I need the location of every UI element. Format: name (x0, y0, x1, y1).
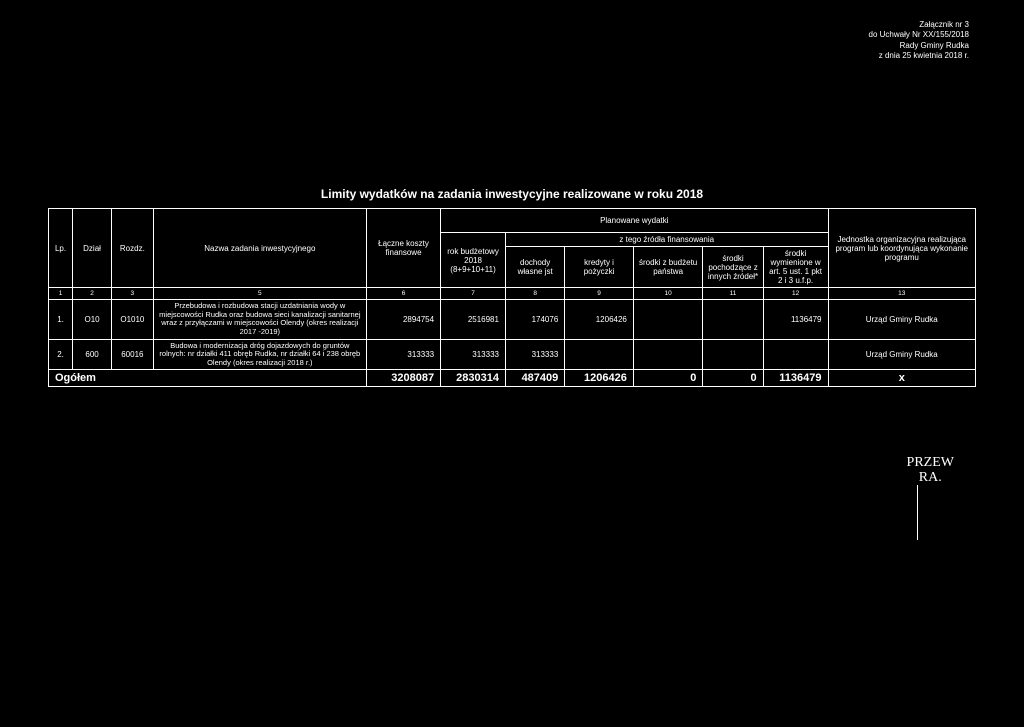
idx-8: 8 (505, 288, 564, 300)
cell-rok: 313333 (441, 339, 506, 370)
hdr-kredyty: kredyty i pożyczki (565, 247, 634, 288)
table-row: 2. 600 60016 Budowa i modernizacja dróg … (49, 339, 976, 370)
total-rok: 2830314 (441, 370, 506, 387)
hdr-srodki-innych: środki pochodzące z innych źródeł* (703, 247, 763, 288)
annex-line-1: Załącznik nr 3 (869, 20, 970, 30)
idx-12: 12 (763, 288, 828, 300)
total-dochody: 487409 (505, 370, 564, 387)
total-laczne: 3208087 (366, 370, 440, 387)
cell-laczne: 2894754 (366, 300, 440, 340)
hdr-jednostka: Jednostka organizacyjna realizująca prog… (828, 209, 975, 288)
table-row: 1. O10 O1010 Przebudowa i rozbudowa stac… (49, 300, 976, 340)
hdr-laczne: Łączne koszty finansowe (366, 209, 440, 288)
cell-si (703, 300, 763, 340)
total-si: 0 (703, 370, 763, 387)
signature-block: PRZEW RA. (907, 455, 954, 486)
total-sw: 1136479 (763, 370, 828, 387)
cell-jo: Urząd Gminy Rudka (828, 300, 975, 340)
cell-dzial: O10 (73, 300, 112, 340)
cell-rok: 2516981 (441, 300, 506, 340)
idx-13: 13 (828, 288, 975, 300)
annex-line-3: Rady Gminy Rudka (869, 41, 970, 51)
cell-kredyty: 1206426 (565, 300, 634, 340)
hdr-dochody: dochody własne jst (505, 247, 564, 288)
total-row: Ogółem 3208087 2830314 487409 1206426 0 … (49, 370, 976, 387)
total-kredyty: 1206426 (565, 370, 634, 387)
cell-si (703, 339, 763, 370)
hdr-rok: rok budżetowy 2018 (8+9+10+11) (441, 233, 506, 288)
hdr-planowane: Planowane wydatki (441, 209, 828, 233)
hdr-srodki-wym: środki wymienione w art. 5 ust. 1 pkt 2 … (763, 247, 828, 288)
cell-dochody: 174076 (505, 300, 564, 340)
cell-sb (633, 339, 703, 370)
idx-7: 7 (441, 288, 506, 300)
limits-table-wrap: Lp. Dział Rozdz. Nazwa zadania inwestycy… (48, 208, 976, 387)
idx-9: 9 (565, 288, 634, 300)
hdr-nazwa: Nazwa zadania inwestycyjnego (153, 209, 366, 288)
cell-nazwa: Budowa i modernizacja dróg dojazdowych d… (153, 339, 366, 370)
page-title: Limity wydatków na zadania inwestycyjne … (0, 187, 1024, 201)
cell-rozdz: O1010 (112, 300, 154, 340)
idx-1: 1 (49, 288, 73, 300)
idx-11: 11 (703, 288, 763, 300)
hdr-dzial: Dział (73, 209, 112, 288)
cell-dochody: 313333 (505, 339, 564, 370)
total-jo: x (828, 370, 975, 387)
idx-5: 5 (153, 288, 366, 300)
annex-line-2: do Uchwały Nr XX/155/2018 (869, 30, 970, 40)
cell-rozdz: 60016 (112, 339, 154, 370)
hdr-ztego: z tego źródła finansowania (505, 233, 828, 247)
cell-sb (633, 300, 703, 340)
idx-2: 2 (73, 288, 112, 300)
cell-sw (763, 339, 828, 370)
cell-lp: 2. (49, 339, 73, 370)
cell-sw: 1136479 (763, 300, 828, 340)
signature-line-1: PRZEW (907, 455, 954, 470)
hdr-srodki-budzetu: środki z budżetu państwa (633, 247, 703, 288)
idx-6: 6 (366, 288, 440, 300)
total-label: Ogółem (49, 370, 367, 387)
annex-block: Załącznik nr 3 do Uchwały Nr XX/155/2018… (869, 20, 970, 62)
signature-line-2: RA. (907, 470, 954, 485)
hdr-lp: Lp. (49, 209, 73, 288)
cell-dzial: 600 (73, 339, 112, 370)
cell-nazwa: Przebudowa i rozbudowa stacji uzdatniani… (153, 300, 366, 340)
cell-laczne: 313333 (366, 339, 440, 370)
total-sb: 0 (633, 370, 703, 387)
idx-10: 10 (633, 288, 703, 300)
annex-line-4: z dnia 25 kwietnia 2018 r. (869, 51, 970, 61)
limits-table: Lp. Dział Rozdz. Nazwa zadania inwestycy… (48, 208, 976, 387)
cell-lp: 1. (49, 300, 73, 340)
hdr-rozdz: Rozdz. (112, 209, 154, 288)
cell-kredyty (565, 339, 634, 370)
signature-stroke (917, 485, 918, 540)
idx-3: 3 (112, 288, 154, 300)
cell-jo: Urząd Gminy Rudka (828, 339, 975, 370)
